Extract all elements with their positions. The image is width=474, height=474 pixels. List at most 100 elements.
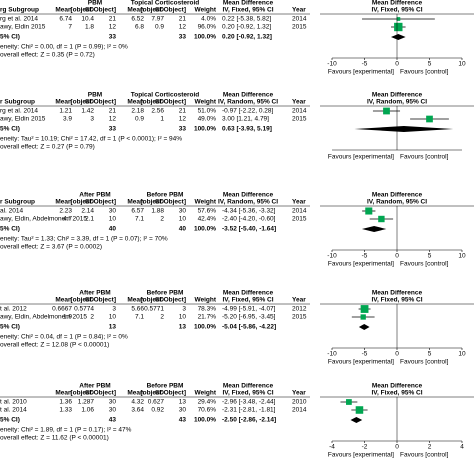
column-header: Mean Difference — [223, 383, 274, 390]
cell: 12 — [179, 116, 187, 123]
cell: 2.14 — [81, 208, 94, 215]
column-header: Mean Difference — [372, 192, 423, 199]
effect-square — [365, 207, 373, 215]
cell: 21.7% — [198, 314, 217, 321]
x-tick-label: -10 — [327, 351, 337, 358]
cell: 30 — [109, 208, 117, 215]
column-header: IV, Random, 95% CI — [218, 199, 278, 206]
column-header: IV, Random, 95% CI — [367, 199, 427, 206]
column-header: SD — [85, 99, 94, 106]
study-name: rg et al. 2014 — [0, 108, 38, 115]
cell: 30 — [109, 407, 117, 414]
heterogeneity-text: eneity: Chi² = 1.89, df = 1 (P = 0.17); … — [0, 427, 132, 434]
cell: 7.1 — [135, 216, 144, 223]
column-header: Mean Difference — [372, 0, 423, 7]
x-tick-label: -10 — [327, 61, 337, 68]
effect-square — [383, 107, 390, 115]
favours-label: Favours [control] — [400, 154, 449, 161]
x-tick-label: 4 — [460, 444, 464, 451]
cell: 2014 — [292, 407, 307, 414]
cell: 0.92 — [151, 407, 164, 414]
column-header: IV, Fixed, 95% CI — [222, 390, 273, 397]
column-header: [object Object] — [140, 390, 186, 397]
cell: 21 — [109, 108, 117, 115]
cell: 3 — [90, 116, 94, 123]
column-header: SD — [155, 390, 164, 397]
column-header: IV, Random, 95% CI — [367, 99, 427, 106]
group-header: Before PBM — [147, 192, 184, 199]
favours-label: Favours [experimental] — [328, 359, 394, 366]
column-header: Mean — [127, 297, 144, 304]
column-header: [object Object] — [70, 390, 116, 397]
cell: 7.1 — [135, 314, 144, 321]
cell: -2.40 [-4.20, -0.60] — [222, 216, 276, 223]
column-header: Year — [292, 297, 306, 304]
column-header: [object Object] — [70, 99, 116, 106]
cell: 12 — [109, 116, 117, 123]
cell: 2 — [160, 216, 164, 223]
effect-square — [426, 115, 433, 123]
favours-label: Favours [experimental] — [328, 154, 394, 161]
study-name: awy, Eldin, Abdelmonem 2015 — [0, 314, 87, 321]
cell: 3.64 — [131, 407, 144, 414]
cell: 7 — [68, 24, 72, 31]
summary-diamond — [350, 417, 363, 423]
column-header: Mean Difference — [372, 383, 423, 390]
study-name: awy, Eldin 2015 — [0, 116, 46, 123]
x-tick-label: 5 — [428, 253, 432, 260]
study-name: awy, Eldin, Abdelmonem 2015 — [0, 216, 87, 223]
cell: 5.66 — [131, 306, 144, 313]
cell: 100.0% — [194, 226, 216, 233]
cell: 2010 — [292, 399, 307, 406]
study-name: rg et al. 2014 — [0, 16, 38, 23]
group-header: Before PBM — [147, 383, 184, 390]
cell: 40 — [109, 226, 117, 233]
favours-label: Favours [experimental] — [328, 69, 394, 76]
column-header: SD — [85, 390, 94, 397]
cell: 2014 — [292, 108, 307, 115]
cell: 0.63 [-3.93, 5.19] — [222, 126, 272, 133]
x-tick-label: 5 — [428, 61, 432, 68]
cell: 29.4% — [198, 399, 217, 406]
cell: 13 — [179, 399, 187, 406]
favours-label: Favours [control] — [400, 359, 449, 366]
cell: 1 — [160, 116, 164, 123]
cell: 1.36 — [59, 399, 72, 406]
cell: 2.18 — [131, 108, 144, 115]
cell: 10 — [179, 216, 187, 223]
cell: 0.20 [-0.92, 1.32] — [222, 34, 272, 41]
cell: 12 — [109, 24, 117, 31]
column-header: SD — [155, 199, 164, 206]
cell: 43 — [179, 417, 187, 424]
x-tick-label: 10 — [458, 351, 466, 358]
cell: 2.56 — [151, 108, 164, 115]
cell: 10 — [109, 216, 117, 223]
cell: 0.5774 — [74, 306, 94, 313]
cell: 2 — [90, 314, 94, 321]
cell: -4.99 [-5.91, -4.07] — [222, 306, 276, 313]
cell: 6.57 — [131, 208, 144, 215]
effect-square — [360, 305, 369, 313]
heterogeneity-text: eneity: Chi² = 0.00, df = 1 (P = 0.99); … — [0, 44, 128, 51]
study-name: t al. 2010 — [0, 399, 27, 406]
column-header: IV, Random, 95% CI — [218, 99, 278, 106]
column-header: r Subgroup — [0, 99, 35, 106]
overall-effect-text: overall effect: Z = 0.35 (P = 0.72) — [0, 52, 95, 59]
cell: 10 — [109, 314, 117, 321]
column-header: Year — [292, 390, 306, 397]
study-name: al. 2014 — [0, 208, 24, 215]
cell: 6.52 — [131, 16, 144, 23]
column-header: [object Object] — [140, 7, 186, 14]
favours-label: Favours [control] — [400, 261, 449, 268]
cell: 33 — [179, 126, 187, 133]
column-header: Mean — [55, 7, 72, 14]
cell: 2014 — [292, 16, 307, 23]
group-header: After PBM — [79, 290, 110, 297]
x-tick-label: 0 — [395, 61, 399, 68]
effect-square — [378, 215, 385, 223]
column-header: IV, Fixed, 95% CI — [222, 297, 273, 304]
cell: 1.21 — [59, 108, 72, 115]
column-header: Weight — [194, 7, 216, 14]
cell: 10 — [179, 314, 187, 321]
